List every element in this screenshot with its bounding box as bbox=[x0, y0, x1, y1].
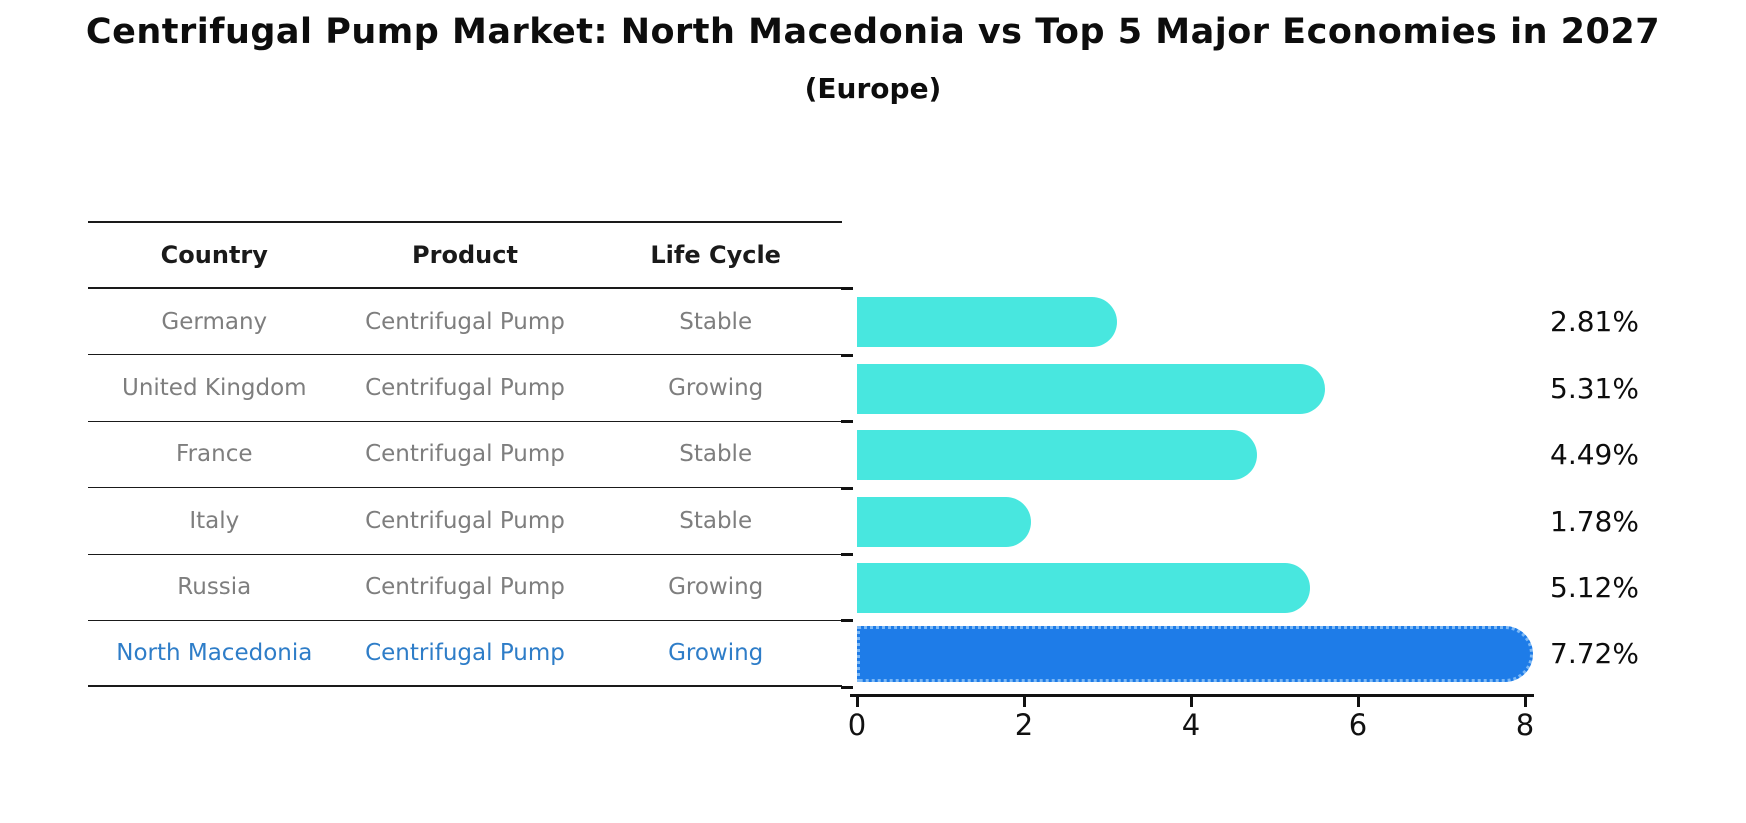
x-axis-tick-label: 2 bbox=[1014, 708, 1034, 742]
cell-country: North Macedonia bbox=[116, 640, 313, 667]
x-axis-tick-label: 0 bbox=[847, 708, 867, 742]
cell-country: France bbox=[176, 441, 253, 468]
bar bbox=[857, 297, 1117, 347]
table-row: Russia Centrifugal Pump Growing bbox=[88, 555, 842, 621]
highlight-bar bbox=[857, 626, 1533, 682]
x-axis-tick bbox=[1523, 696, 1527, 707]
x-axis-line bbox=[850, 694, 1534, 697]
value-label: 7.72% bbox=[1550, 637, 1639, 670]
cell-lifecycle: Stable bbox=[679, 308, 753, 335]
y-axis-tick bbox=[841, 619, 853, 622]
cell-country: Italy bbox=[189, 507, 240, 534]
cell-product: Centrifugal Pump bbox=[365, 507, 565, 534]
y-axis-tick bbox=[841, 553, 853, 556]
cell-lifecycle: Stable bbox=[679, 441, 753, 468]
comparison-table: Country Product Life Cycle Germany Centr… bbox=[88, 221, 842, 688]
cell-product: Centrifugal Pump bbox=[365, 640, 565, 667]
value-label: 5.12% bbox=[1550, 571, 1639, 604]
y-axis-tick bbox=[841, 287, 853, 290]
cell-country: United Kingdom bbox=[121, 375, 307, 402]
header-cell-lifecycle: Life Cycle bbox=[650, 241, 781, 269]
x-axis-tick-label: 6 bbox=[1348, 708, 1368, 742]
cell-product: Centrifugal Pump bbox=[365, 308, 565, 335]
cell-lifecycle: Growing bbox=[668, 375, 764, 402]
x-axis-tick bbox=[1022, 696, 1026, 707]
header-cell-product: Product bbox=[412, 241, 518, 269]
cell-lifecycle: Stable bbox=[679, 507, 753, 534]
value-label: 4.49% bbox=[1550, 438, 1639, 471]
bar bbox=[857, 563, 1310, 613]
table-row-highlight: North Macedonia Centrifugal Pump Growing bbox=[88, 621, 842, 688]
figure-title: Centrifugal Pump Market: North Macedonia… bbox=[85, 12, 1661, 52]
value-label: 2.81% bbox=[1550, 305, 1639, 338]
cell-product: Centrifugal Pump bbox=[365, 574, 565, 601]
header-cell-country: Country bbox=[160, 241, 268, 269]
x-axis-tick bbox=[1356, 696, 1360, 707]
cell-product: Centrifugal Pump bbox=[365, 375, 565, 402]
y-axis-tick bbox=[841, 420, 853, 423]
cell-country: Russia bbox=[177, 574, 252, 601]
cell-product: Centrifugal Pump bbox=[365, 441, 565, 468]
value-label: 5.31% bbox=[1550, 372, 1639, 405]
table-row: France Centrifugal Pump Stable bbox=[88, 422, 842, 489]
cell-country: Germany bbox=[161, 308, 268, 335]
bar bbox=[857, 497, 1031, 547]
table-row: Germany Centrifugal Pump Stable bbox=[88, 289, 842, 356]
y-axis-tick bbox=[841, 686, 853, 689]
cell-lifecycle: Growing bbox=[668, 640, 764, 667]
y-axis-tick bbox=[841, 487, 853, 490]
x-axis-tick-label: 8 bbox=[1515, 708, 1535, 742]
y-axis-tick bbox=[841, 354, 853, 357]
x-axis-tick bbox=[1189, 696, 1193, 707]
table-row: United Kingdom Centrifugal Pump Growing bbox=[88, 355, 842, 422]
bar bbox=[857, 364, 1326, 414]
figure-subtitle: (Europe) bbox=[804, 72, 942, 105]
table-row: Italy Centrifugal Pump Stable bbox=[88, 488, 842, 555]
cell-lifecycle: Growing bbox=[668, 574, 764, 601]
x-axis-tick bbox=[855, 696, 859, 707]
x-axis-tick-label: 4 bbox=[1181, 708, 1201, 742]
table-header-row: Country Product Life Cycle bbox=[88, 223, 842, 289]
bar bbox=[857, 430, 1257, 480]
value-label: 1.78% bbox=[1550, 505, 1639, 538]
